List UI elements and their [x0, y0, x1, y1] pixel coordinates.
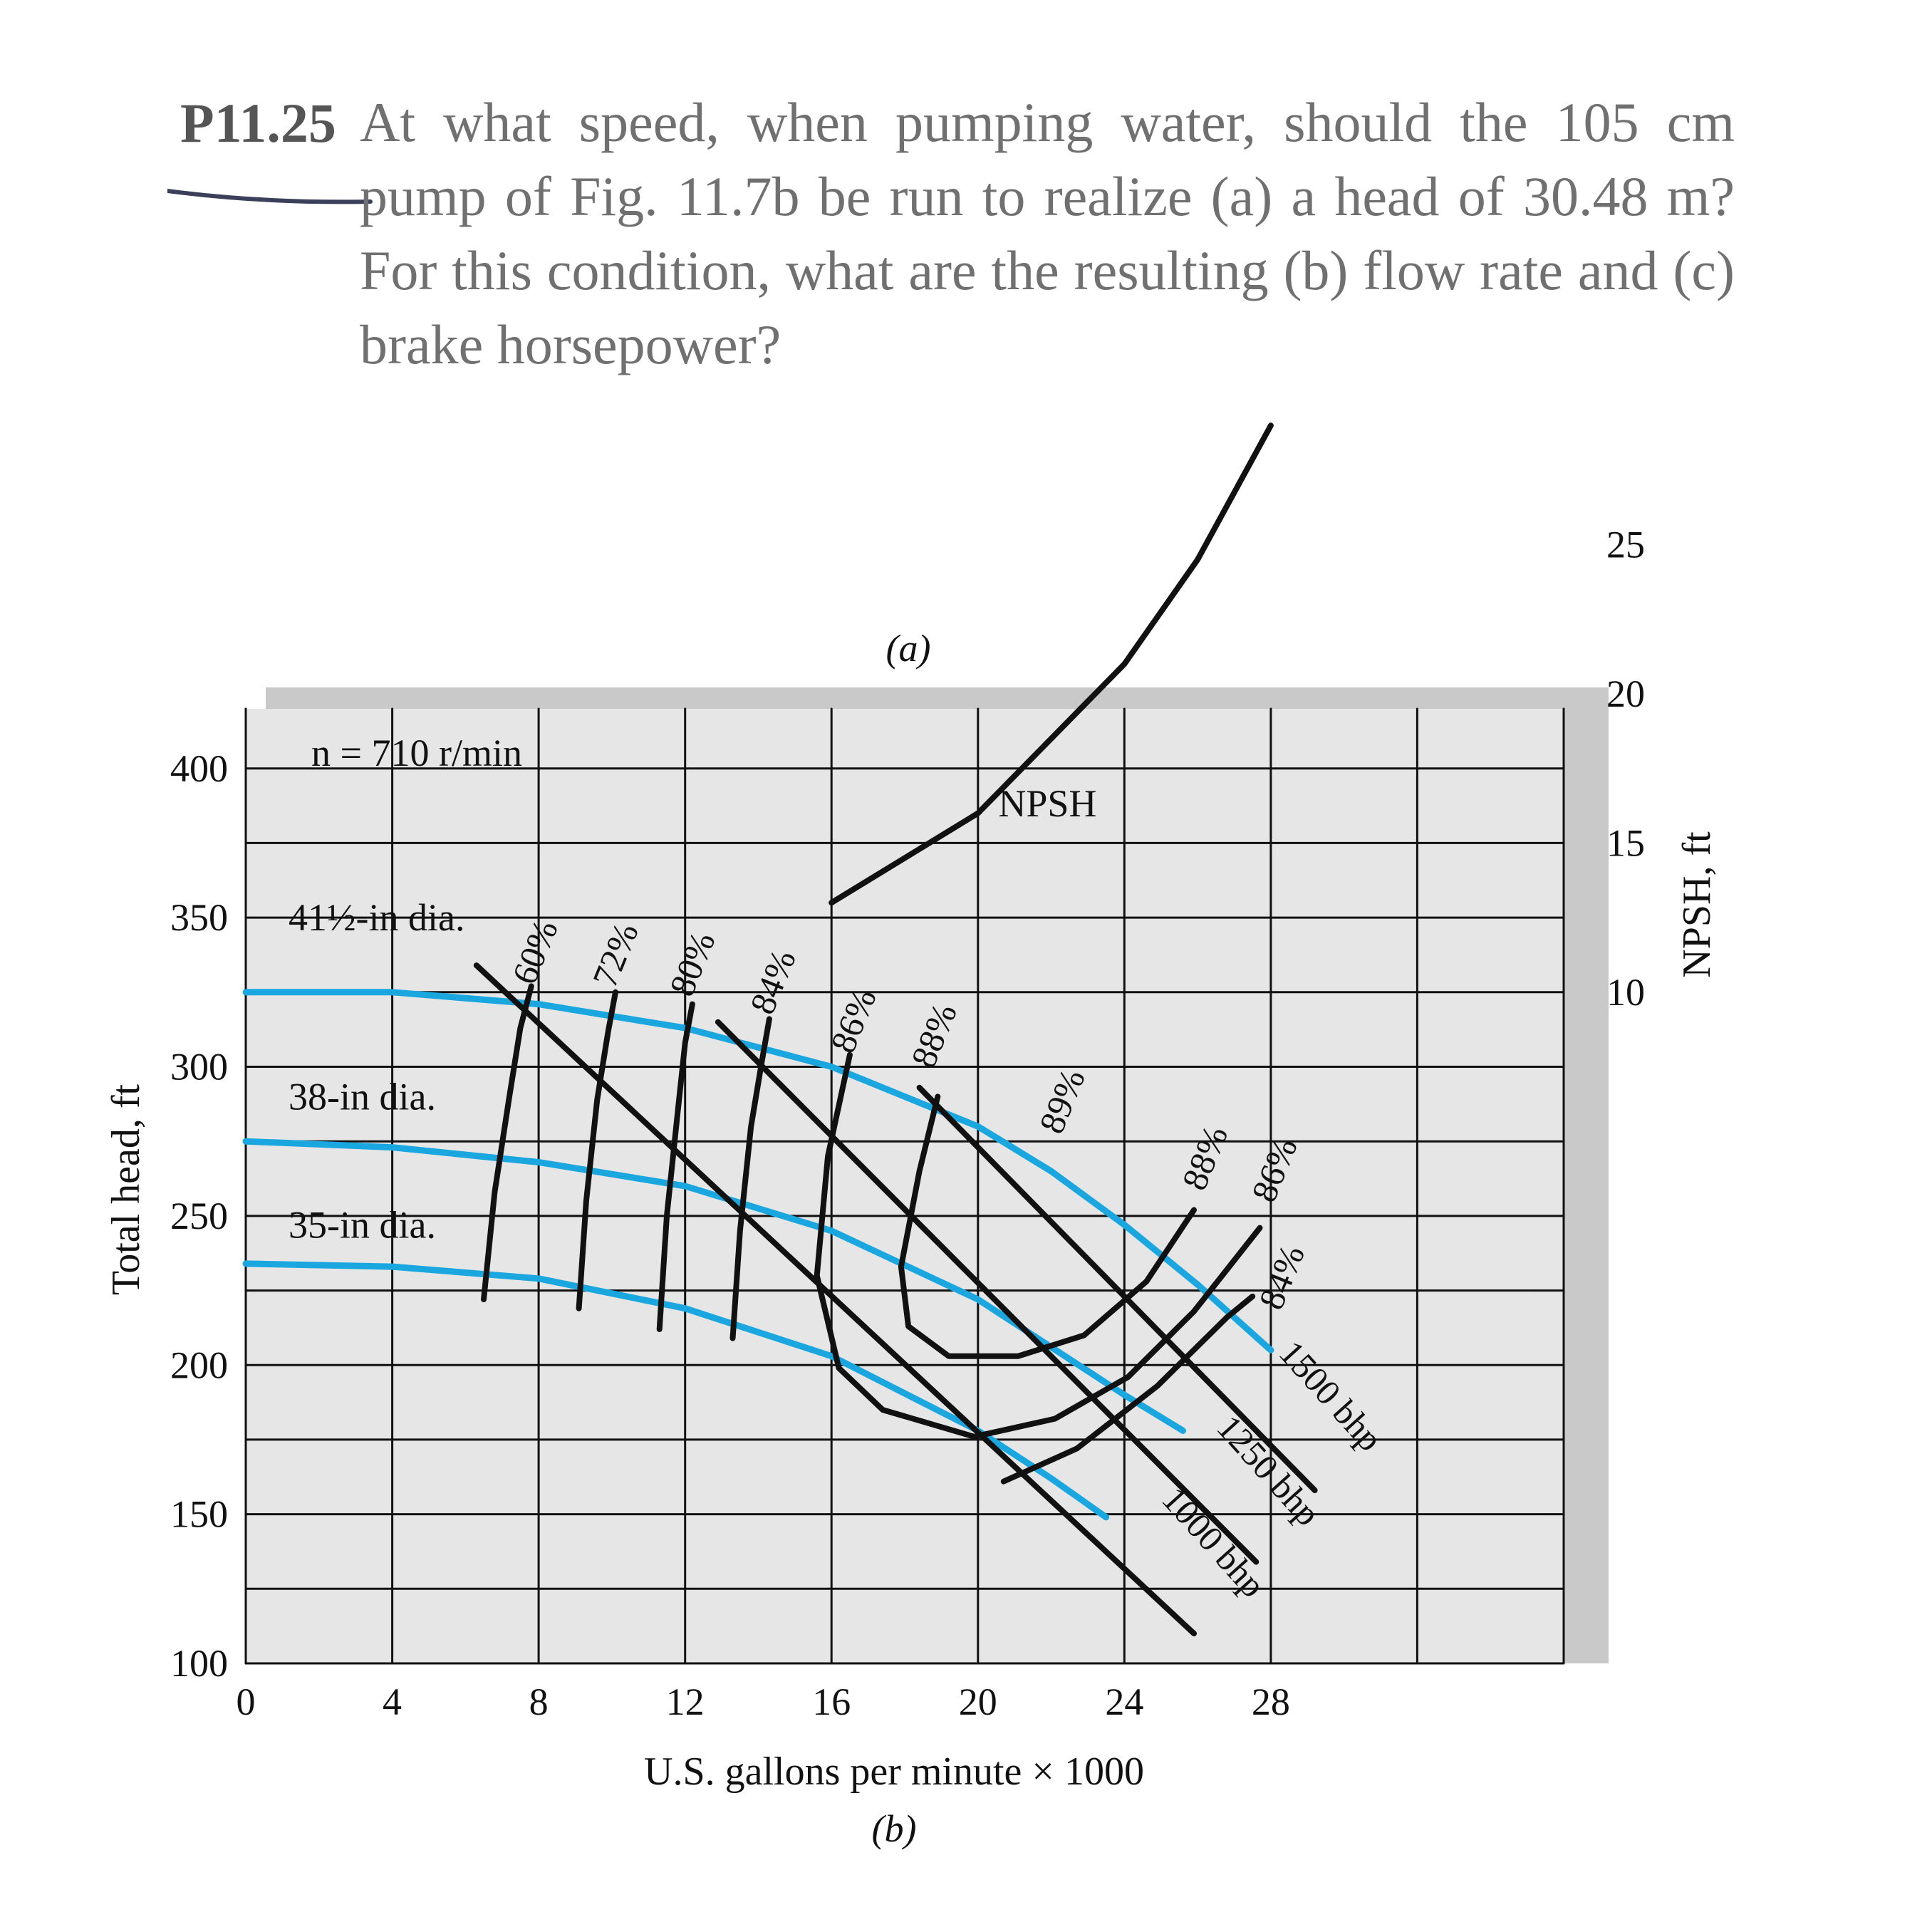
y-tick-label: 350 — [170, 896, 228, 939]
y-axis-title: Total head, ft — [104, 1084, 148, 1295]
bhp-line — [916, 1084, 1318, 1494]
bhp-line — [715, 1019, 1260, 1565]
npsh-curve — [829, 422, 1274, 906]
y2-tick-label: 20 — [1606, 672, 1645, 715]
efficiency-curve — [481, 983, 534, 1303]
efficiency-curve — [814, 1051, 1263, 1440]
efficiency-curve — [656, 1001, 695, 1332]
handwritten-underline — [167, 189, 373, 204]
y2-tick-label: 15 — [1606, 821, 1645, 864]
efficiency-curve — [1000, 1293, 1256, 1485]
y2-axis-title: NPSH, ft — [1675, 831, 1719, 978]
speed-label: n = 710 r/min — [311, 732, 522, 774]
y-tick-label: 300 — [170, 1046, 228, 1088]
impeller-curve — [242, 1138, 1187, 1434]
problem-statement: At what speed, when pumping water, shoul… — [360, 91, 1735, 375]
impeller-label: 41½-in dia. — [289, 896, 464, 939]
x-tick-label: 24 — [1105, 1680, 1143, 1723]
problem-number: P11.25 — [180, 92, 336, 154]
npsh-label: NPSH — [998, 782, 1096, 825]
x-tick-label: 20 — [959, 1680, 997, 1723]
figure-caption-a: (a) — [886, 627, 931, 670]
x-tick-label: 12 — [666, 1680, 705, 1723]
y2-tick-label: 25 — [1606, 524, 1645, 566]
plot-area — [246, 709, 1564, 1663]
impeller-curve — [242, 1260, 1110, 1521]
x-tick-label: 28 — [1252, 1680, 1290, 1723]
x-axis-title: U.S. gallons per minute × 1000 — [644, 1750, 1144, 1794]
impeller-label: 35-in dia. — [289, 1203, 436, 1246]
efficiency-curve — [576, 989, 618, 1311]
bhp-line — [473, 962, 1197, 1637]
problem-text: At what speed, when pumping water, shoul… — [360, 85, 1735, 382]
x-tick-label: 0 — [237, 1680, 256, 1723]
impeller-label: 38-in dia. — [289, 1075, 436, 1118]
y2-tick-label: 10 — [1606, 971, 1645, 1014]
y-tick-label: 250 — [170, 1195, 228, 1237]
y-tick-label: 150 — [170, 1493, 228, 1536]
efficiency-curve — [729, 1016, 772, 1341]
x-tick-label: 16 — [812, 1680, 851, 1723]
x-tick-label: 4 — [383, 1680, 402, 1723]
y-tick-label: 400 — [170, 747, 228, 790]
x-tick-label: 8 — [529, 1680, 549, 1723]
figure-caption-b: (b) — [872, 1807, 917, 1850]
y-tick-label: 100 — [170, 1642, 228, 1685]
y-tick-label: 200 — [170, 1344, 228, 1386]
